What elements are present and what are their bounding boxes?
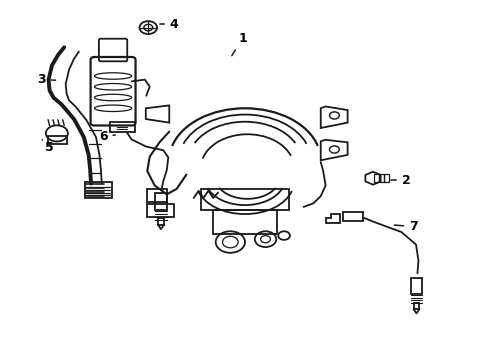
Text: 1: 1 [232,32,247,56]
Text: 5: 5 [42,140,54,154]
Text: 2: 2 [391,174,411,186]
Text: 3: 3 [37,73,55,86]
Text: 4: 4 [160,18,178,31]
Text: 6: 6 [99,130,115,144]
Text: 7: 7 [394,220,418,233]
